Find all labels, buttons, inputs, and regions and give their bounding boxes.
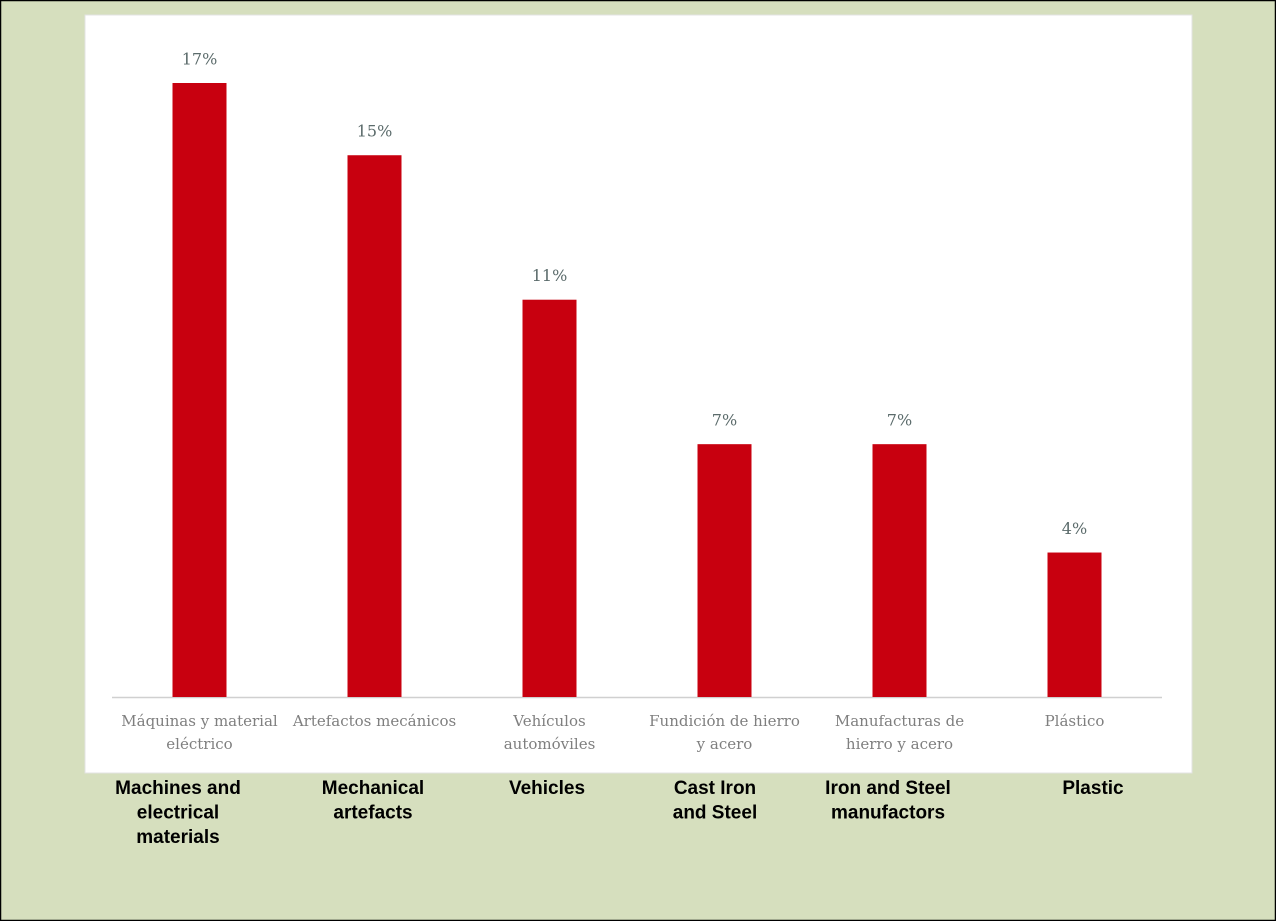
data-label: 11% (532, 266, 568, 285)
english-label: Machines and (115, 778, 241, 799)
bar (347, 155, 402, 697)
english-label: and Steel (673, 803, 757, 824)
x-tick-label: automóviles (504, 735, 596, 753)
english-label: Vehicles (509, 778, 585, 799)
english-label: Cast Iron (674, 778, 756, 799)
x-tick-label: Manufacturas de (835, 712, 964, 730)
x-tick-label: Plástico (1045, 712, 1105, 730)
data-label: 7% (887, 411, 912, 430)
x-tick-label: Fundición de hierro (649, 712, 800, 730)
english-label: artefacts (333, 803, 412, 824)
x-tick-label: Artefactos mecánicos (292, 712, 456, 730)
english-label: Plastic (1062, 778, 1124, 799)
english-label: Mechanical (322, 778, 424, 799)
x-tick-label: hierro y acero (846, 735, 953, 753)
data-label: 4% (1062, 519, 1087, 538)
bar (1047, 552, 1102, 697)
bar (522, 299, 577, 697)
english-label: manufactors (831, 803, 945, 824)
x-tick-label: Vehículos (512, 712, 585, 730)
data-label: 15% (357, 122, 393, 141)
english-label: electrical (137, 803, 219, 824)
data-label: 17% (182, 50, 218, 69)
plot-panel (84, 14, 1193, 774)
bar (172, 83, 227, 697)
english-label: Iron and Steel (825, 778, 951, 799)
data-label: 7% (712, 411, 737, 430)
x-tick-label: Máquinas y material (121, 712, 278, 730)
bar (697, 444, 752, 697)
x-tick-label: y acero (696, 735, 753, 753)
x-tick-label: eléctrico (166, 735, 232, 753)
bar (872, 444, 927, 697)
english-label: materials (136, 827, 219, 848)
